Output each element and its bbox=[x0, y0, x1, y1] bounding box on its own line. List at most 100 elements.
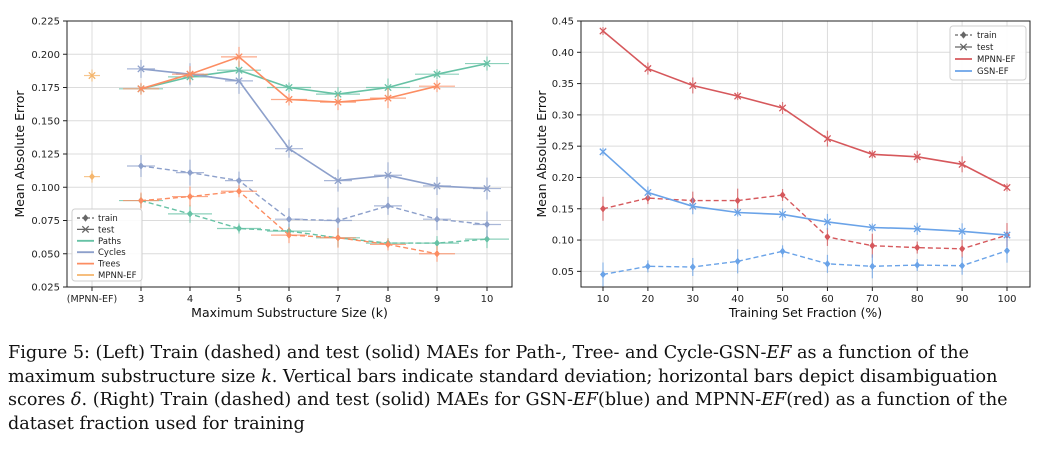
train-point bbox=[186, 210, 194, 218]
left-chart: 0.025 0.050 0.075 0.100 0.125 0.150 0.175 0.200… bbox=[12, 17, 513, 320]
test-point bbox=[137, 65, 145, 73]
right-chart: 0.05 0.10 0.15 0.20 0.25 0.30 0.35 0.40 0.45 10 20… bbox=[534, 17, 1031, 320]
mpnn-train-point bbox=[88, 172, 96, 181]
train-point bbox=[334, 216, 342, 225]
test-point bbox=[599, 27, 607, 35]
legend-label: test bbox=[977, 43, 994, 53]
train-point bbox=[914, 261, 921, 269]
train-point bbox=[914, 243, 921, 252]
x-tick-label: 50 bbox=[776, 294, 789, 305]
test-point bbox=[823, 135, 832, 143]
train-point bbox=[869, 241, 876, 250]
train-point bbox=[433, 249, 441, 258]
test-point bbox=[599, 148, 607, 156]
train-point bbox=[334, 233, 342, 242]
train-point bbox=[285, 215, 293, 223]
train-line bbox=[602, 250, 1008, 276]
train-point bbox=[483, 220, 491, 229]
test-point bbox=[334, 176, 342, 185]
x-tick-label: 20 bbox=[642, 294, 655, 305]
plot-frame bbox=[580, 20, 1031, 288]
caption-text-2: as a function of the maximum substructur… bbox=[8, 343, 969, 387]
plot-frame bbox=[66, 20, 513, 288]
train-point bbox=[599, 270, 607, 279]
legend: train test MPNN-EF GSN-EF bbox=[949, 25, 1027, 81]
x-tick-label: 80 bbox=[911, 294, 924, 305]
x-tick-label: 4 bbox=[187, 294, 193, 305]
legend-label: MPNN-EF bbox=[977, 55, 1016, 65]
test-point bbox=[285, 145, 293, 153]
train-point bbox=[384, 240, 392, 249]
x-axis-label: Maximum Substructure Size (k) bbox=[191, 305, 388, 320]
test-point bbox=[483, 59, 491, 68]
train-point bbox=[959, 245, 966, 253]
test-point bbox=[734, 208, 742, 217]
caption-ef-3: EF bbox=[761, 390, 787, 410]
x-tick-label: 9 bbox=[434, 294, 440, 305]
x-tick-label: 40 bbox=[731, 294, 744, 305]
caption-text-3: . Vertical bars indicate standard deviat… bbox=[8, 366, 998, 411]
legend-label: train bbox=[977, 31, 997, 41]
test-point bbox=[958, 227, 966, 235]
test-point bbox=[433, 70, 441, 78]
y-tick-label: 0.225 bbox=[31, 17, 60, 28]
x-axis-label: Training Set Fraction (%) bbox=[728, 305, 882, 320]
caption-text-5: (blue) and MPNN- bbox=[597, 390, 762, 410]
legend-marker bbox=[82, 214, 89, 222]
legend-label: Cycles bbox=[98, 248, 126, 258]
train-point bbox=[433, 215, 441, 223]
x-tick-label: 8 bbox=[385, 294, 391, 305]
y-tick-label: 0.40 bbox=[552, 48, 574, 59]
y-tick-label: 0.100 bbox=[31, 183, 60, 194]
train-point bbox=[235, 224, 243, 233]
legend-label: train bbox=[98, 214, 118, 224]
legend-marker bbox=[960, 31, 967, 39]
caption-text-6: (red) as a function of the dataset fract… bbox=[8, 390, 1008, 434]
series-trees bbox=[123, 46, 455, 262]
y-tick-label: 0.150 bbox=[31, 116, 60, 127]
legend-label: GSN-EF bbox=[977, 67, 1009, 77]
figure: 0.0250.0500.0750.1000.1250.1500.1750.200… bbox=[12, 17, 1031, 320]
train-point bbox=[483, 235, 491, 243]
train-point bbox=[779, 247, 786, 256]
x-tick-label: 3 bbox=[138, 294, 144, 305]
train-point bbox=[235, 176, 243, 185]
y-tick-label: 0.15 bbox=[552, 204, 574, 215]
train-point bbox=[734, 196, 741, 205]
x-tick-label: 10 bbox=[597, 294, 610, 305]
train-point bbox=[433, 239, 441, 247]
train-point bbox=[779, 191, 786, 199]
y-tick-label: 0.075 bbox=[31, 216, 60, 227]
legend-label: test bbox=[98, 225, 115, 235]
series-gsn-ef bbox=[599, 147, 1011, 287]
train-line bbox=[140, 199, 488, 244]
test-point bbox=[644, 64, 652, 73]
series-mpnn-ef bbox=[599, 27, 1011, 258]
train-point bbox=[186, 192, 194, 201]
x-tick-label: 100 bbox=[997, 294, 1016, 305]
y-tick-label: 0.45 bbox=[552, 17, 574, 28]
test-point bbox=[823, 218, 832, 226]
caption-ef-2: EF bbox=[572, 390, 598, 410]
legend-box bbox=[949, 25, 1027, 81]
test-point bbox=[689, 202, 697, 210]
y-axis-label: Mean Absolute Error bbox=[12, 90, 27, 218]
test-point bbox=[186, 70, 194, 78]
test-point bbox=[384, 94, 392, 102]
test-line bbox=[140, 68, 488, 190]
x-tick-label: 10 bbox=[481, 294, 494, 305]
test-point bbox=[235, 77, 243, 85]
x-tick-label: 5 bbox=[236, 294, 242, 305]
x-tick-label: 6 bbox=[286, 294, 292, 305]
train-point bbox=[644, 262, 651, 271]
legend-label: MPNN-EF bbox=[98, 271, 137, 281]
caption-k: k bbox=[261, 366, 272, 387]
train-point bbox=[137, 162, 145, 170]
test-point bbox=[433, 82, 441, 90]
train-point bbox=[734, 257, 741, 266]
test-point bbox=[384, 171, 392, 179]
train-point bbox=[824, 260, 831, 268]
y-tick-label: 0.30 bbox=[552, 110, 574, 121]
legend-label: Paths bbox=[98, 237, 122, 247]
